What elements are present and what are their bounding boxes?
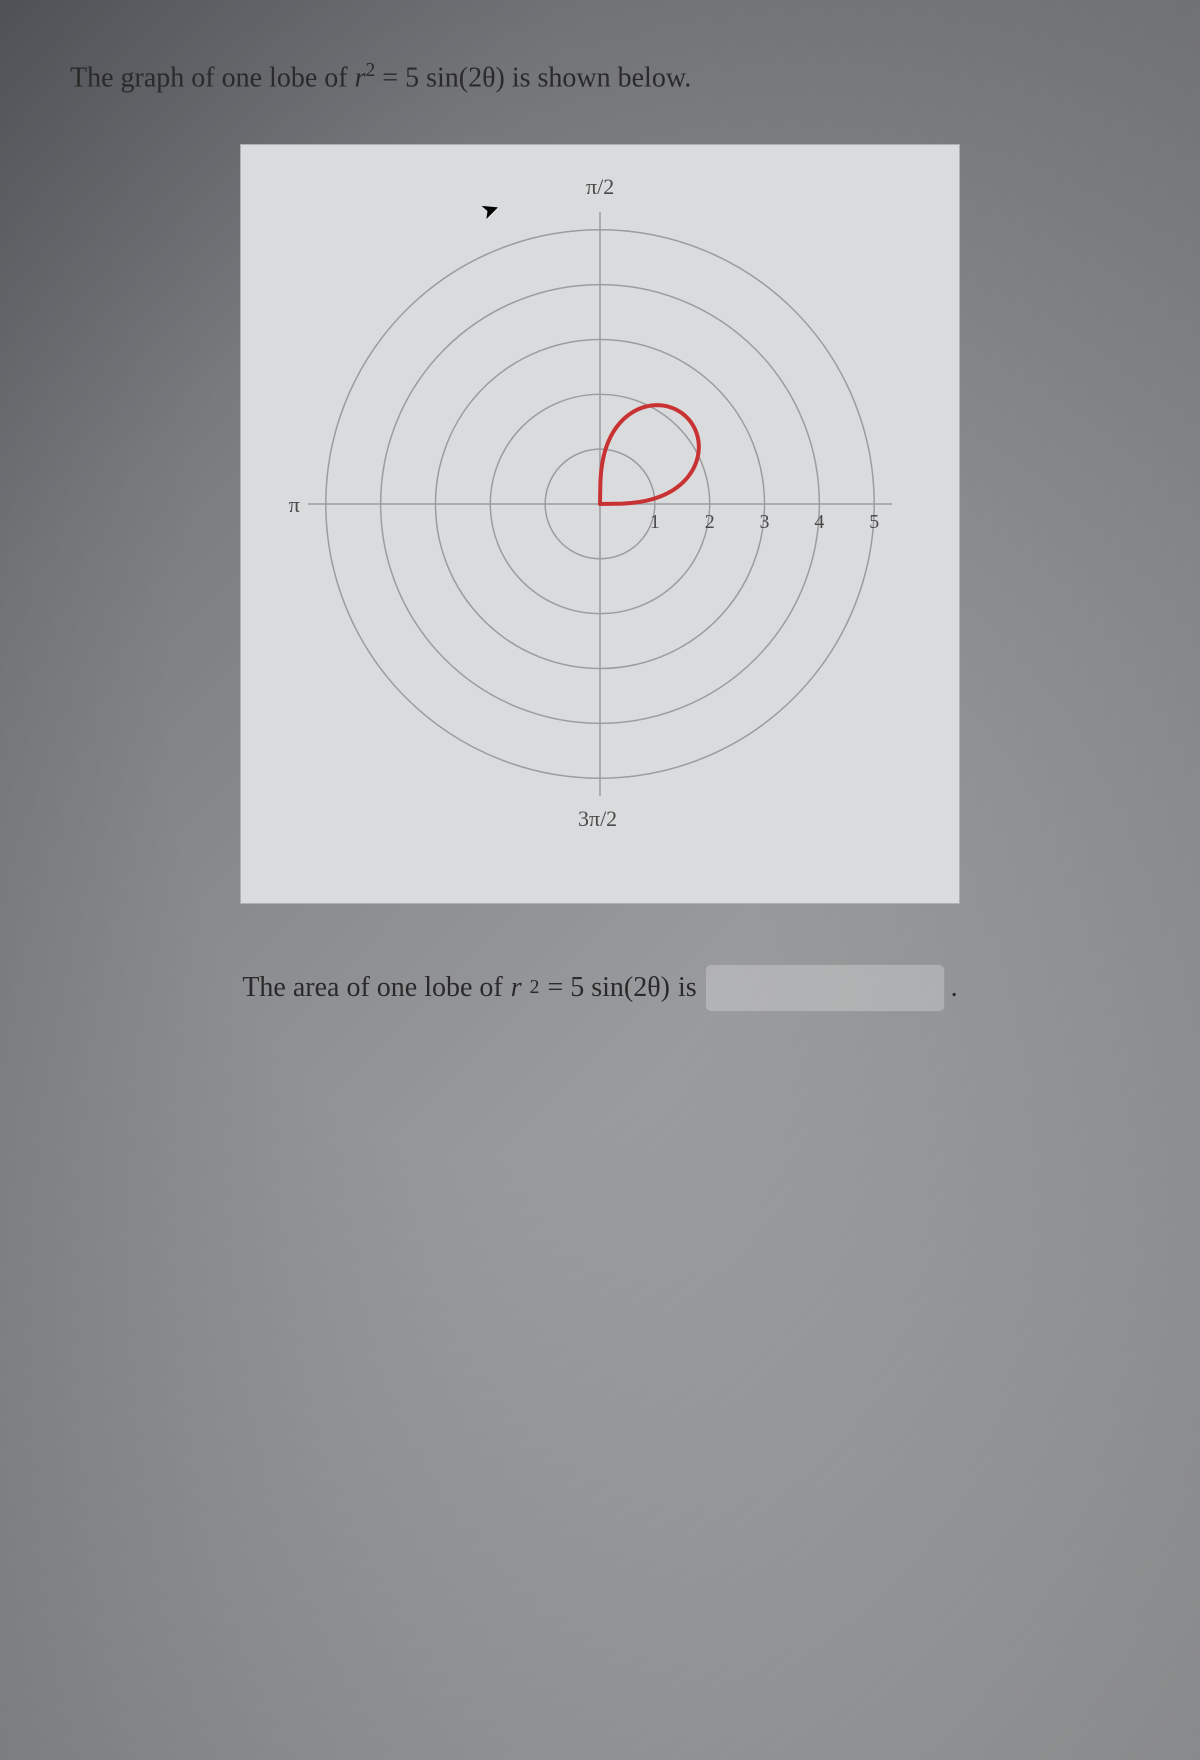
- answer-prefix: The area of one lobe of: [242, 972, 502, 1004]
- r-tick-label: 2: [705, 511, 715, 533]
- axis-label-top: π/2: [586, 174, 614, 199]
- answer-eq-rhs: = 5 sin(2θ): [547, 972, 670, 1004]
- intro-suffix: is shown below.: [505, 62, 691, 93]
- eq-lhs-var: r: [355, 62, 366, 93]
- answer-eq-exp: 2: [530, 977, 540, 999]
- eq-rhs: = 5 sin(2θ): [375, 62, 505, 93]
- answer-suffix: is: [678, 972, 697, 1004]
- r-tick-label: 5: [869, 511, 879, 533]
- r-tick-label: 4: [814, 511, 824, 533]
- answer-input[interactable]: [705, 964, 945, 1012]
- eq-lhs-exp: 2: [365, 60, 375, 81]
- axis-label-bottom: 3π/2: [578, 806, 617, 831]
- axis-label-left: π: [289, 492, 300, 517]
- polar-chart-container: ➤ 12345π/2π3π/2: [240, 144, 960, 904]
- r-tick-label: 3: [760, 511, 770, 533]
- r-tick-label: 1: [650, 511, 660, 533]
- intro-prefix: The graph of one lobe of: [70, 62, 355, 93]
- problem-statement: The graph of one lobe of r2 = 5 sin(2θ) …: [70, 60, 1130, 94]
- answer-row: The area of one lobe of r2 = 5 sin(2θ) i…: [70, 964, 1130, 1012]
- trailing-period: .: [951, 972, 958, 1004]
- answer-eq-var: r: [511, 972, 522, 1004]
- polar-plot: 1 2 3 4 5 π/2 π 3π/2: [251, 155, 949, 893]
